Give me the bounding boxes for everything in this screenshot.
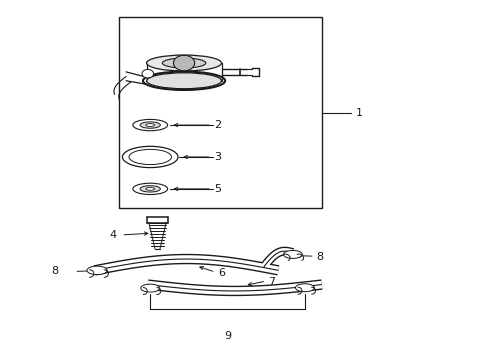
- Ellipse shape: [146, 73, 221, 89]
- Ellipse shape: [162, 58, 205, 68]
- Ellipse shape: [283, 251, 302, 258]
- Text: 6: 6: [218, 268, 224, 278]
- Ellipse shape: [133, 120, 167, 131]
- Ellipse shape: [141, 284, 160, 292]
- Text: 2: 2: [214, 120, 221, 130]
- Ellipse shape: [129, 149, 171, 165]
- Circle shape: [173, 55, 194, 71]
- Text: 9: 9: [224, 331, 231, 341]
- Ellipse shape: [145, 123, 154, 126]
- Ellipse shape: [295, 284, 314, 292]
- Ellipse shape: [140, 186, 160, 192]
- Ellipse shape: [146, 55, 221, 71]
- Text: 1: 1: [355, 108, 362, 118]
- Ellipse shape: [140, 122, 160, 128]
- Text: 5: 5: [214, 184, 221, 194]
- Ellipse shape: [145, 188, 154, 190]
- Text: 4: 4: [109, 230, 116, 240]
- Bar: [119, 17, 321, 208]
- Ellipse shape: [87, 266, 107, 275]
- Text: 8: 8: [315, 252, 323, 262]
- Ellipse shape: [133, 183, 167, 194]
- Text: 7: 7: [267, 277, 274, 287]
- Ellipse shape: [122, 146, 178, 168]
- Text: 8: 8: [51, 266, 58, 276]
- Circle shape: [142, 69, 153, 78]
- Text: 3: 3: [214, 152, 221, 162]
